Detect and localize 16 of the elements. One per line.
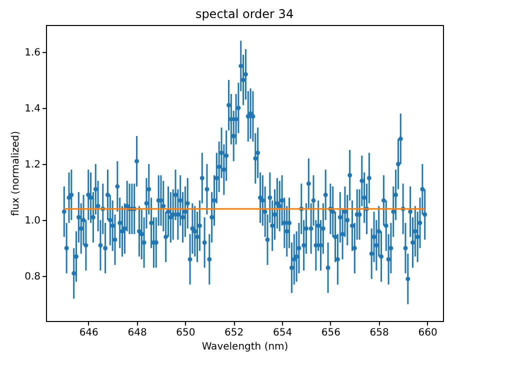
y-tick-label: 0.8: [24, 272, 40, 283]
chart-title: spectal order 34: [195, 7, 294, 21]
x-tick-label: 654: [272, 328, 292, 338]
x-tick-label: 650: [176, 328, 196, 338]
x-tick-label: 646: [79, 328, 98, 338]
y-tick-label: 1.4: [24, 103, 40, 114]
y-tick-label: 1.0: [24, 216, 40, 227]
x-tick-label: 648: [128, 328, 147, 338]
x-tick-label: 658: [370, 328, 389, 338]
x-tick-label: 656: [321, 328, 340, 338]
y-tick-label: 1.6: [24, 47, 40, 58]
x-tick-label: 660: [418, 328, 438, 338]
y-axis-title: flux (normalized): [10, 130, 22, 216]
y-tick-label: 1.2: [24, 160, 40, 171]
x-axis-title: Wavelength (nm): [202, 342, 288, 352]
x-tick-label: 652: [224, 328, 244, 338]
